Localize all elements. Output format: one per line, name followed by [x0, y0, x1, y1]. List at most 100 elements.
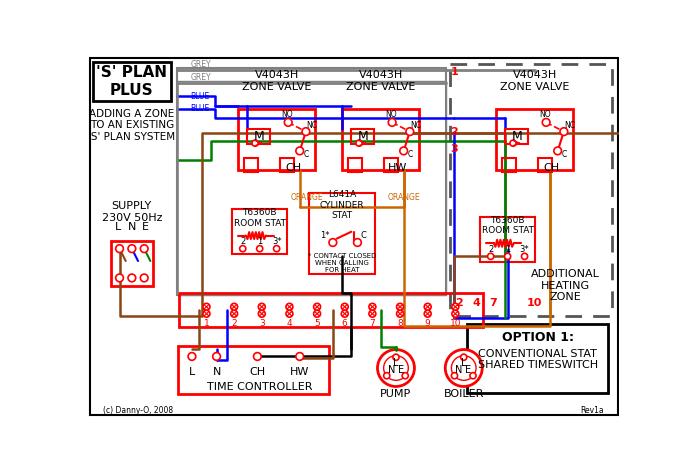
Circle shape: [461, 354, 467, 360]
Text: 4: 4: [286, 319, 293, 328]
Circle shape: [296, 352, 304, 360]
Circle shape: [384, 356, 408, 380]
Text: N: N: [213, 367, 221, 377]
Circle shape: [258, 303, 265, 310]
Circle shape: [388, 118, 396, 126]
Text: V4043H
ZONE VALVE: V4043H ZONE VALVE: [500, 70, 569, 92]
Circle shape: [230, 303, 237, 310]
Text: GREY: GREY: [190, 73, 211, 82]
Circle shape: [128, 274, 136, 282]
Text: 1: 1: [451, 66, 458, 77]
Text: L: L: [393, 358, 399, 368]
Circle shape: [510, 140, 516, 146]
Text: 3*: 3*: [520, 245, 529, 254]
Text: 10: 10: [527, 298, 542, 307]
Circle shape: [302, 128, 310, 135]
Text: CH: CH: [249, 367, 266, 377]
Text: 1*: 1*: [320, 231, 330, 240]
Circle shape: [402, 373, 408, 379]
Text: BLUE: BLUE: [190, 92, 210, 101]
Circle shape: [296, 147, 304, 155]
Text: 3*: 3*: [272, 237, 282, 246]
Text: BOILER: BOILER: [444, 389, 484, 399]
Bar: [92, 62, 171, 101]
Bar: [502, 158, 516, 172]
Bar: [177, 68, 446, 295]
Circle shape: [230, 310, 237, 317]
Circle shape: [542, 118, 550, 126]
Text: 3: 3: [451, 144, 458, 154]
Text: N: N: [455, 365, 463, 374]
Bar: [232, 209, 288, 254]
Bar: [179, 293, 483, 327]
Bar: [179, 346, 328, 394]
Circle shape: [188, 352, 196, 360]
Circle shape: [560, 128, 568, 135]
Text: SUPPLY
230V 50Hz: SUPPLY 230V 50Hz: [101, 201, 162, 222]
Circle shape: [329, 239, 337, 246]
Circle shape: [369, 310, 376, 317]
Text: 2: 2: [451, 127, 458, 138]
Bar: [279, 158, 293, 172]
Text: M: M: [357, 130, 368, 143]
Circle shape: [451, 356, 476, 380]
Text: 10: 10: [450, 319, 461, 328]
Text: 9: 9: [425, 319, 431, 328]
Bar: [505, 129, 529, 144]
Text: L641A
CYLINDER
STAT: L641A CYLINDER STAT: [319, 190, 364, 220]
Circle shape: [116, 245, 124, 253]
Text: L: L: [461, 358, 466, 368]
Text: V4043H
ZONE VALVE: V4043H ZONE VALVE: [242, 70, 311, 92]
Circle shape: [445, 350, 482, 387]
Circle shape: [140, 274, 148, 282]
Bar: [480, 217, 535, 262]
Text: OPTION 1:: OPTION 1:: [502, 331, 573, 344]
Circle shape: [384, 373, 390, 379]
Text: 'S' PLAN
PLUS: 'S' PLAN PLUS: [97, 66, 168, 98]
Circle shape: [470, 373, 476, 379]
Text: 1: 1: [505, 245, 510, 254]
Circle shape: [273, 246, 279, 252]
Text: NC: NC: [306, 121, 317, 130]
Circle shape: [284, 118, 292, 126]
Text: 2: 2: [240, 237, 246, 246]
Text: M: M: [511, 130, 522, 143]
Text: ORANGE: ORANGE: [291, 192, 324, 202]
Text: ORANGE: ORANGE: [387, 192, 420, 202]
Circle shape: [342, 303, 348, 310]
Circle shape: [397, 310, 404, 317]
Text: 1: 1: [257, 237, 262, 246]
Text: 6: 6: [342, 319, 348, 328]
Circle shape: [239, 246, 246, 252]
Bar: [248, 129, 270, 144]
Circle shape: [400, 147, 408, 155]
Text: 2: 2: [488, 245, 493, 254]
Circle shape: [369, 303, 376, 310]
Text: C: C: [407, 150, 413, 159]
Bar: [351, 129, 375, 144]
Bar: [177, 81, 446, 295]
Text: C: C: [561, 150, 566, 159]
Text: M: M: [253, 130, 264, 143]
Text: * CONTACT CLOSED
WHEN CALLING
FOR HEAT: * CONTACT CLOSED WHEN CALLING FOR HEAT: [308, 253, 376, 272]
Text: 7: 7: [489, 298, 497, 307]
Text: N: N: [128, 222, 136, 232]
Circle shape: [504, 253, 511, 259]
Circle shape: [258, 310, 265, 317]
Text: 1: 1: [204, 319, 209, 328]
Circle shape: [488, 253, 494, 259]
Circle shape: [393, 354, 399, 360]
Text: 4: 4: [472, 298, 480, 307]
Circle shape: [356, 140, 362, 146]
Circle shape: [140, 245, 148, 253]
Circle shape: [286, 310, 293, 317]
Circle shape: [314, 303, 321, 310]
Text: N: N: [388, 365, 395, 374]
Text: Rev1a: Rev1a: [580, 406, 604, 415]
Circle shape: [203, 310, 210, 317]
Text: 7: 7: [370, 319, 375, 328]
Text: NO: NO: [539, 110, 551, 119]
Text: NC: NC: [564, 121, 575, 130]
Text: CONVENTIONAL STAT
SHARED TIMESWITCH: CONVENTIONAL STAT SHARED TIMESWITCH: [477, 349, 598, 370]
Text: L: L: [115, 222, 121, 232]
